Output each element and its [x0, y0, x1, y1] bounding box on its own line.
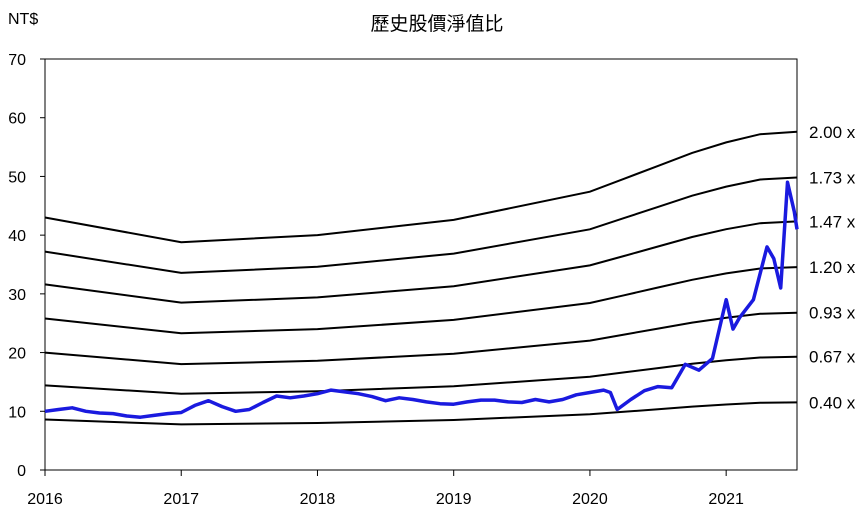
x-tick-label: 2018 [300, 491, 336, 508]
y-axis: 0 10 20 30 40 50 60 70 [8, 52, 45, 480]
plot-area [44, 58, 798, 471]
band-line [44, 311, 798, 366]
y-tick-label: 50 [8, 169, 26, 186]
band-labels: 2.00 x 1.73 x 1.47 x 1.20 x 0.93 x 0.67 x 0.40… [809, 123, 856, 413]
price-series [44, 180, 799, 419]
band-line [44, 355, 798, 395]
x-axis: 2016 2017 2018 2019 2020 2021 [27, 470, 744, 508]
x-tick-label: 2017 [163, 491, 199, 508]
chart-title: 歷史股價淨值比 [370, 13, 503, 35]
band-label: 0.93 x [809, 304, 856, 323]
band-label: 2.00 x [809, 123, 856, 142]
x-tick-label: 2016 [27, 491, 63, 508]
price-line [44, 180, 799, 419]
band-line [44, 176, 798, 274]
band-line [44, 266, 798, 335]
band-lines [44, 130, 798, 426]
band-label: 1.47 x [809, 212, 856, 231]
band-line [44, 401, 798, 426]
x-tick-label: 2020 [572, 491, 608, 508]
band-line [44, 130, 798, 244]
x-tick-label: 2021 [708, 491, 744, 508]
y-tick-label: 60 [8, 111, 26, 128]
band-label: 1.20 x [809, 258, 856, 277]
x-tick-label: 2019 [436, 491, 472, 508]
y-tick-label: 30 [8, 287, 26, 304]
band-line [44, 220, 798, 304]
band-label: 0.67 x [809, 348, 856, 367]
band-label: 0.40 x [809, 393, 856, 412]
band-label: 1.73 x [809, 168, 856, 187]
y-tick-label: 20 [8, 346, 26, 363]
y-tick-label: 0 [17, 463, 26, 480]
y-tick-label: 40 [8, 228, 26, 245]
y-tick-label: 70 [8, 52, 26, 69]
y-unit-label: NT$ [8, 11, 38, 28]
y-tick-label: 10 [8, 404, 26, 421]
